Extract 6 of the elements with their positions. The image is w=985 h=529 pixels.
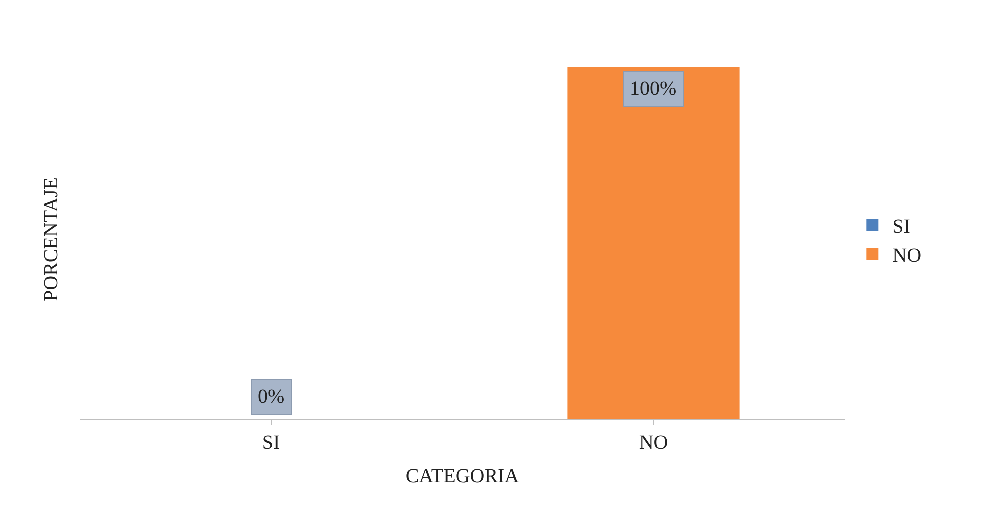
legend-label: NO	[892, 244, 922, 267]
data-label: 100%	[630, 78, 677, 100]
x-axis-title: CATEGORIA	[406, 466, 520, 488]
y-axis-title: PORCENTAJE	[40, 178, 62, 302]
data-label: 0%	[258, 386, 285, 408]
legend-label: SI	[892, 216, 910, 238]
